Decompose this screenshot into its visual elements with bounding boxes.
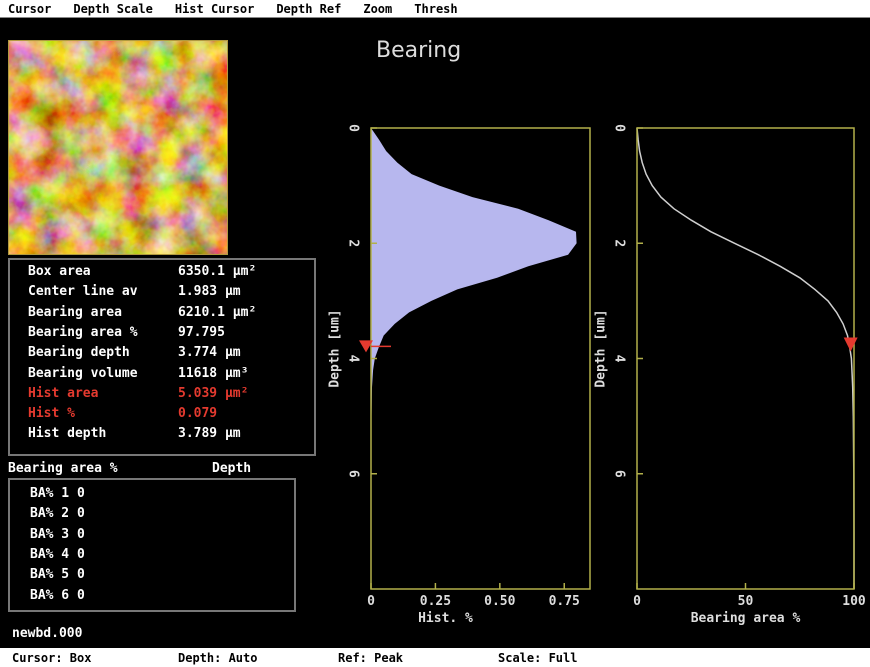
bearing-area-row: BA% 3 0 — [30, 526, 85, 542]
stat-row: Bearing depth 3.774 µm — [28, 345, 241, 360]
x-tick-label: 0 — [367, 594, 375, 609]
stat-label: Bearing area % — [28, 324, 138, 340]
x-tick-label: 0 — [633, 594, 641, 609]
status-scale: Scale: Full — [498, 650, 578, 665]
stat-label: Center line av — [28, 284, 138, 300]
bearing-area-row: BA% 5 0 — [30, 567, 85, 583]
x-axis-label: Bearing area % — [691, 611, 801, 626]
stat-row: Hist % 0.079 — [28, 406, 217, 421]
menu-hist-cursor[interactable]: Hist Cursor — [174, 1, 255, 16]
stat-row: Center line av 1.983 µm — [28, 284, 241, 299]
bearing-area-row: BA% 1 0 — [30, 486, 85, 501]
stat-row: Bearing area % 97.795 — [28, 325, 225, 340]
status-depth: Depth: Auto — [178, 650, 258, 665]
y-tick-label: 0 — [346, 124, 361, 132]
menu-zoom[interactable]: Zoom — [363, 1, 393, 16]
bearing-area-header: Bearing area % — [8, 461, 118, 476]
stat-label: Hist % — [28, 406, 75, 422]
depth-header: Depth — [212, 461, 252, 476]
y-tick-label: 6 — [346, 470, 361, 478]
menu-depth-ref[interactable]: Depth Ref — [276, 1, 342, 16]
y-tick-label: 2 — [346, 239, 361, 247]
stat-value: 6210.1 µm² — [178, 304, 257, 320]
stat-value: 0.079 — [178, 406, 218, 422]
y-tick-label: 2 — [612, 239, 627, 247]
x-tick-label: 0.25 — [420, 594, 451, 609]
y-axis-label: Depth [um] — [328, 309, 343, 387]
file-name: newbd.000 — [12, 626, 83, 641]
stat-row: Bearing area 6210.1 µm² — [28, 305, 256, 320]
hist-cursor-marker — [359, 340, 373, 353]
histogram-area — [371, 128, 577, 589]
stat-value: 1.983 µm — [178, 284, 241, 300]
y-tick-label: 6 — [612, 470, 627, 478]
stat-row: Hist area 5.039 µm² — [28, 386, 248, 401]
x-tick-label: 100 — [842, 594, 866, 609]
x-axis-label: Hist. % — [418, 611, 473, 626]
stat-value: 3.774 µm — [178, 345, 241, 361]
stat-row: Bearing volume 11618 µm³ — [28, 366, 248, 381]
status-cursor: Cursor: Box — [12, 650, 92, 665]
plot-frame — [636, 127, 855, 590]
stat-value: 97.795 — [178, 324, 225, 340]
stat-row: Box area 6350.1 µm² — [28, 264, 256, 279]
x-tick-label: 0.50 — [484, 594, 515, 609]
status-bar: Cursor: Box Depth: Auto Ref: Peak Scale:… — [0, 648, 870, 667]
stat-label: Bearing area — [28, 304, 122, 320]
y-tick-label: 4 — [346, 355, 361, 363]
menu-cursor[interactable]: Cursor — [8, 1, 52, 16]
stats-panel: Box area 6350.1 µm² Center line av 1.983 µm… — [8, 258, 316, 456]
stat-label: Hist area — [28, 385, 99, 401]
stat-label: Bearing depth — [28, 345, 130, 361]
x-tick-label: 0.75 — [549, 594, 580, 609]
bearing-cursor-marker — [843, 337, 858, 352]
stat-value: 6350.1 µm² — [178, 264, 257, 279]
bearing-area-row: BA% 6 0 — [30, 587, 85, 603]
afm-surface-image — [8, 40, 228, 255]
stat-value: 3.789 µm — [178, 426, 241, 442]
stat-label: Hist depth — [28, 426, 107, 442]
y-tick-label: 4 — [612, 355, 627, 363]
menu-thresh[interactable]: Thresh — [414, 1, 458, 16]
menu-depth-scale[interactable]: Depth Scale — [73, 1, 153, 16]
bearing-area-row: BA% 2 0 — [30, 506, 85, 522]
y-axis-label: Depth [um] — [594, 309, 609, 387]
status-ref: Ref: Peak — [338, 650, 404, 665]
bearing-area-list: BA% 1 0 BA% 2 0 BA% 3 0 BA% 4 0 BA% 5 0 BA% 6… — [8, 478, 296, 612]
x-tick-label: 50 — [738, 594, 754, 609]
bearing-area-row: BA% 4 0 — [30, 546, 85, 562]
menu-bar: Cursor Depth Scale Hist Cursor Depth Ref Zoo… — [0, 0, 870, 18]
stat-row: Hist depth 3.789 µm — [28, 426, 241, 441]
stat-value: 5.039 µm² — [178, 385, 249, 401]
bearing-curve — [636, 127, 855, 589]
y-tick-label: 0 — [612, 124, 627, 132]
stat-label: Bearing volume — [28, 365, 138, 381]
stat-value: 11618 µm³ — [178, 365, 249, 381]
stat-label: Box area — [28, 264, 91, 279]
page-title: Bearing — [376, 38, 462, 63]
